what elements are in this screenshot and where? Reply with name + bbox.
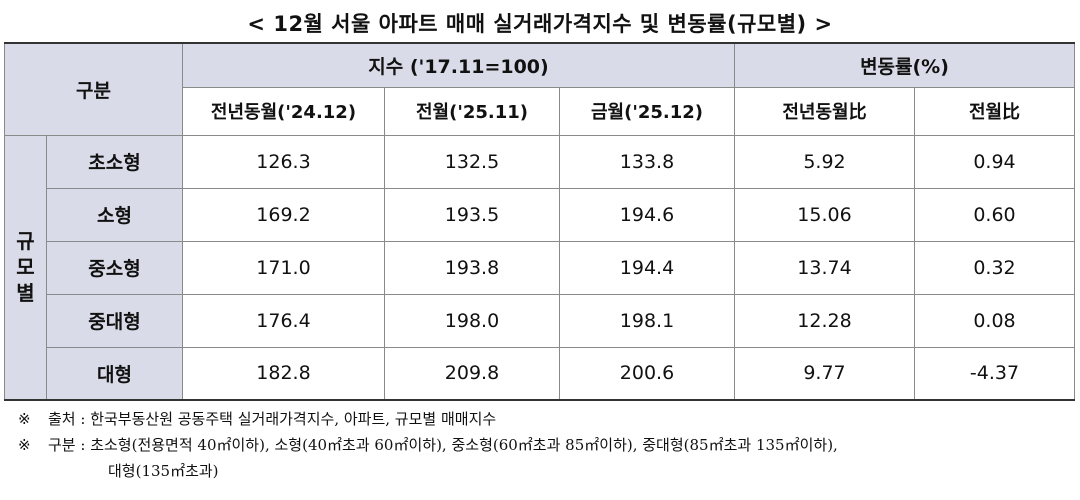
- header-change-group: 변동률(%): [734, 42, 1075, 88]
- table-cell: 126.3: [182, 134, 385, 189]
- note-classification: ※ 구분 : 초소형(전용면적 40㎡이하), 소형(40㎡초과 60㎡이하), …: [18, 432, 1068, 458]
- row-label: 초소형: [46, 134, 183, 189]
- header-index-group: 지수 ('17.11=100): [182, 42, 735, 88]
- footnotes: ※ 출처 : 한국부동산원 공동주택 실거래가격지수, 아파트, 규모별 매매지수…: [18, 406, 1068, 484]
- table-cell: 194.6: [559, 187, 735, 242]
- table-cell: 198.1: [559, 293, 735, 348]
- table-cell: 193.8: [384, 240, 560, 295]
- table-cell: 209.8: [384, 346, 560, 401]
- note-mark: ※: [18, 436, 31, 454]
- header-this-month: 금월('25.12): [559, 86, 735, 136]
- table-cell: 9.77: [734, 346, 915, 401]
- table-cell: 0.08: [914, 293, 1075, 348]
- header-yoy-change: 전년동월比: [734, 86, 915, 136]
- table-cell: 171.0: [182, 240, 385, 295]
- table-cell: 133.8: [559, 134, 735, 189]
- table-cell: 12.28: [734, 293, 915, 348]
- table-cell: 176.4: [182, 293, 385, 348]
- header-mom-change: 전월比: [914, 86, 1075, 136]
- note-classification-cont: 대형(135㎡초과): [18, 458, 1068, 484]
- table-cell: -4.37: [914, 346, 1075, 401]
- row-label: 대형: [46, 346, 183, 401]
- table-row: 중소형 171.0 193.8 194.4 13.74 0.32: [5, 240, 1075, 295]
- table-row: 규모별 초소형 126.3 132.5 133.8 5.92 0.94: [4, 134, 1075, 401]
- table-cell: 169.2: [182, 187, 385, 242]
- table-cell: 198.0: [384, 293, 560, 348]
- price-index-table: 구분 지수 ('17.11=100) 변동률(%) 전년동월('24.12) 전…: [4, 42, 1075, 401]
- row-label: 중소형: [46, 240, 183, 295]
- table-cell: 0.94: [914, 134, 1075, 189]
- table-cell: 15.06: [734, 187, 915, 242]
- table-cell: 5.92: [734, 134, 915, 189]
- header-category: 구분: [4, 42, 183, 136]
- table-row: 대형 182.8 209.8 200.6 9.77 -4.37: [5, 346, 1075, 401]
- table-row: 중대형 176.4 198.0 198.1 12.28 0.08: [5, 293, 1075, 348]
- note-classification-text: 구분 : 초소형(전용면적 40㎡이하), 소형(40㎡초과 60㎡이하), 중…: [48, 436, 838, 454]
- header-prev-year: 전년동월('24.12): [182, 86, 385, 136]
- header-prev-month: 전월('25.11): [384, 86, 560, 136]
- table-row: 소형 169.2 193.5 194.6 15.06 0.60: [5, 187, 1075, 242]
- note-source-text: 출처 : 한국부동산원 공동주택 실거래가격지수, 아파트, 규모별 매매지수: [48, 410, 497, 428]
- note-classification-text-2: 대형(135㎡초과): [108, 462, 219, 480]
- table-cell: 200.6: [559, 346, 735, 401]
- table-cell: 194.4: [559, 240, 735, 295]
- table-cell: 193.5: [384, 187, 560, 242]
- table-cell: 132.5: [384, 134, 560, 189]
- row-label: 소형: [46, 187, 183, 242]
- page-title: < 12월 서울 아파트 매매 실거래가격지수 및 변동률(규모별) >: [247, 12, 833, 36]
- side-label-size: 규모별: [4, 134, 47, 401]
- table-cell: 0.32: [914, 240, 1075, 295]
- table-cell: 13.74: [734, 240, 915, 295]
- row-label: 중대형: [46, 293, 183, 348]
- note-mark: ※: [18, 410, 31, 428]
- table-cell: 182.8: [182, 346, 385, 401]
- table-cell: 0.60: [914, 187, 1075, 242]
- note-source: ※ 출처 : 한국부동산원 공동주택 실거래가격지수, 아파트, 규모별 매매지수: [18, 406, 1068, 432]
- side-label-text: 규모별: [16, 229, 35, 306]
